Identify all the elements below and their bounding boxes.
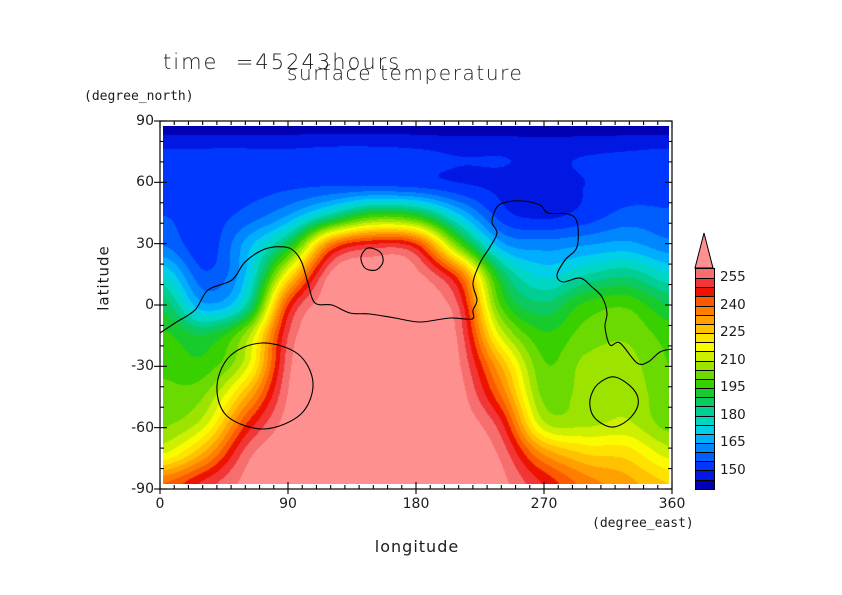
plot-axes-and-contours — [154, 120, 673, 494]
colorbar-cell-250 — [696, 278, 714, 288]
colorbar-cell-245 — [696, 287, 714, 297]
colorbar-label-150: 150 — [720, 461, 746, 478]
colorbar-cell-225 — [696, 323, 714, 334]
colorbar-cell-145 — [696, 470, 714, 480]
colorbar-label-195: 195 — [720, 379, 746, 396]
temperature-field-canvas — [163, 126, 669, 484]
x-tick-label-270: 270 — [530, 496, 558, 512]
plot-frame-border — [159, 120, 673, 490]
colorbar-cell-255 — [696, 269, 714, 279]
y-axis-unit-label: (degree_north) — [84, 89, 194, 104]
y-tick-label--90: -90 — [131, 481, 154, 497]
x-tick-label-0: 0 — [155, 496, 165, 512]
closed-contour-southwest — [216, 342, 314, 430]
plot-title-time: time =45243hours — [163, 50, 402, 74]
overlay-contour-lines — [159, 200, 673, 430]
colorbar-cell-185 — [696, 397, 714, 407]
x-axis-title: longitude — [374, 537, 460, 556]
colorbar-label-165: 165 — [720, 434, 746, 451]
colorbar-cell-230 — [696, 314, 714, 324]
colorbar-cell-215 — [696, 342, 714, 352]
x-tick-label-360: 360 — [658, 496, 686, 512]
axis-ticks — [154, 120, 673, 494]
y-tick-label-60: 60 — [136, 174, 154, 191]
colorbar-cell-200 — [696, 369, 714, 379]
colorbar-over-range-arrow — [694, 232, 714, 269]
y-tick-label-30: 30 — [136, 235, 154, 252]
colorbar — [695, 268, 715, 490]
y-tick-label--30: -30 — [131, 358, 154, 375]
colorbar-cell-195 — [696, 378, 714, 389]
colorbar-cell-220 — [696, 333, 714, 343]
colorbar-label-210: 210 — [720, 351, 746, 368]
y-tick-label--60: -60 — [131, 419, 154, 436]
colorbar-cell-180 — [696, 406, 714, 416]
colorbar-label-180: 180 — [720, 406, 746, 423]
colorbar-label-240: 240 — [720, 296, 746, 313]
colorbar-cell-175 — [696, 415, 714, 425]
colorbar-label-225: 225 — [720, 324, 746, 341]
closed-contour-southeast — [589, 376, 639, 428]
colorbar-cell-170 — [696, 424, 714, 434]
colorbar-cell-205 — [696, 360, 714, 370]
colorbar-cell-155 — [696, 452, 714, 462]
colorbar-cell-190 — [696, 388, 714, 398]
plot-title-variable: surface temperature — [287, 61, 524, 85]
x-tick-label-90: 90 — [279, 496, 297, 512]
colorbar-cell-165 — [696, 433, 714, 443]
colorbar-label-255: 255 — [720, 269, 746, 286]
colorbar-cell-160 — [696, 442, 714, 453]
x-axis-unit-label: (degree_east) — [592, 516, 694, 531]
colorbar-cell-140 — [696, 479, 714, 489]
x-tick-label-180: 180 — [402, 496, 430, 512]
y-tick-label-90: 90 — [136, 113, 154, 129]
zero-elevation-coastline — [159, 200, 673, 366]
colorbar-cell-235 — [696, 305, 714, 315]
colorbar-cell-210 — [696, 351, 714, 361]
colorbar-cell-240 — [696, 296, 714, 306]
colorbar-cell-150 — [696, 461, 714, 471]
y-tick-label-0: 0 — [145, 297, 154, 313]
closed-contour-small — [360, 247, 384, 271]
